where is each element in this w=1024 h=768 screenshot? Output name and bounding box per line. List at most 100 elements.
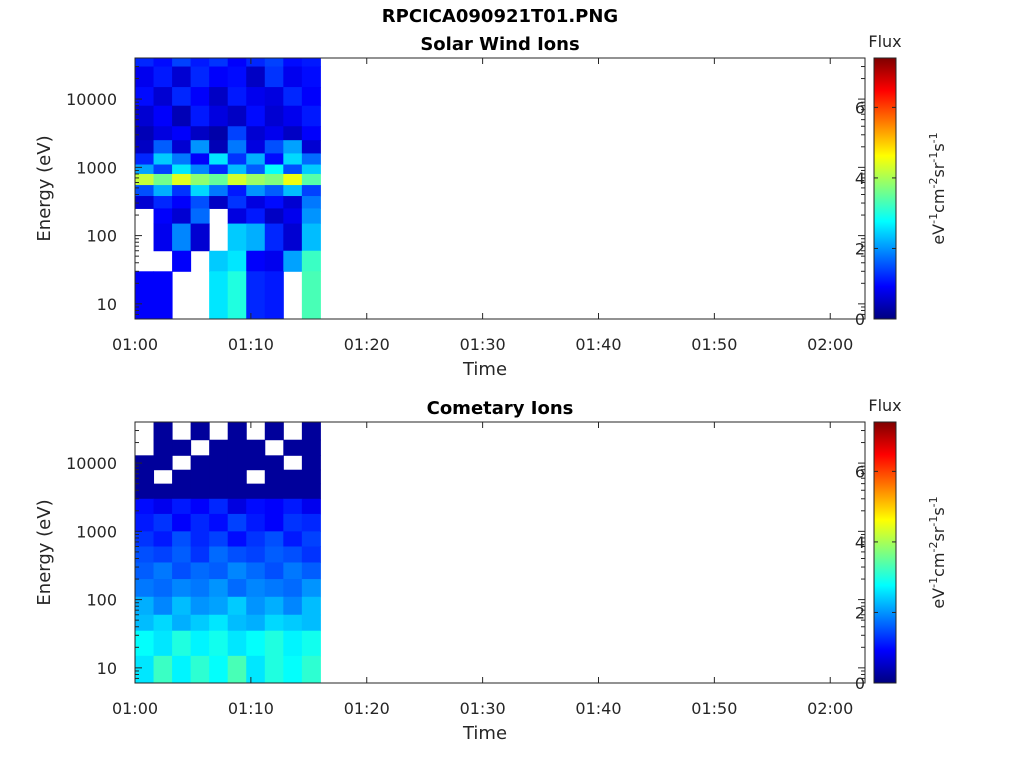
- heatmap-cell: [301, 208, 321, 225]
- heatmap-cell: [190, 546, 210, 563]
- heatmap-cell: [135, 483, 155, 500]
- heatmap-cell: [264, 58, 284, 68]
- colorbar-label: eV-1cm-2sr-1s-1: [927, 496, 948, 608]
- heatmap-cell: [227, 208, 247, 225]
- heatmap-cell: [153, 439, 173, 456]
- heatmap-cell: [135, 469, 155, 485]
- heatmap-cell: [153, 173, 173, 186]
- heatmap-cell: [246, 58, 266, 68]
- heatmap-cell: [283, 223, 303, 252]
- heatmap-cell: [301, 596, 321, 616]
- y-axis-label: Energy (eV): [34, 499, 55, 605]
- heatmap-cell: [301, 185, 321, 197]
- heatmap-cell: [301, 87, 321, 107]
- heatmap-cell: [246, 140, 266, 154]
- heatmap-cell: [153, 223, 173, 252]
- heatmap-cell: [135, 58, 155, 68]
- heatmap-cell: [246, 531, 266, 547]
- heatmap-cell: [190, 655, 210, 684]
- heatmap-cell: [190, 164, 210, 175]
- heatmap-cell: [246, 655, 266, 684]
- heatmap-cell: [264, 596, 284, 616]
- colorbar-tick-label: 6: [855, 462, 865, 481]
- heatmap-cell: [264, 250, 284, 272]
- heatmap-cell: [227, 164, 247, 175]
- heatmap-cell: [190, 208, 210, 225]
- heatmap-cell: [283, 87, 303, 107]
- heatmap-cell: [246, 546, 266, 563]
- heatmap-cell: [283, 531, 303, 547]
- x-tick-label: 02:00: [807, 335, 853, 354]
- heatmap-cell: [135, 185, 155, 197]
- heatmap-cell: [301, 58, 321, 68]
- heatmap-cell: [209, 469, 229, 485]
- heatmap-cell: [153, 164, 173, 175]
- x-tick-label: 01:00: [112, 335, 158, 354]
- heatmap-cell: [209, 614, 229, 632]
- heatmap-cell: [301, 614, 321, 632]
- heatmap-cell: [172, 439, 192, 456]
- panel-title: Cometary Ions: [427, 398, 574, 419]
- heatmap-cell: [135, 655, 155, 684]
- heatmap-cell: [153, 153, 173, 166]
- heatmap-cell: [209, 498, 229, 515]
- heatmap-cell: [209, 196, 229, 209]
- heatmap-cell: [283, 173, 303, 186]
- heatmap-cell: [301, 173, 321, 186]
- heatmap-cell: [153, 58, 173, 68]
- heatmap-cell: [264, 223, 284, 252]
- heatmap-cell: [227, 596, 247, 616]
- heatmap-cell: [264, 140, 284, 154]
- heatmap-cell: [283, 58, 303, 68]
- colorbar-tick-label: 4: [855, 533, 865, 552]
- heatmap-cell: [190, 455, 210, 471]
- heatmap-cell: [209, 250, 229, 272]
- heatmap-cell: [153, 498, 173, 515]
- heatmap-cell: [190, 223, 210, 252]
- heatmap-cell: [135, 546, 155, 563]
- heatmap-cell: [246, 164, 266, 175]
- heatmap-cell: [190, 87, 210, 107]
- heatmap-cell: [246, 596, 266, 616]
- heatmap-cell: [172, 58, 192, 68]
- heatmap-cell: [246, 614, 266, 632]
- heatmap-cell: [172, 498, 192, 515]
- heatmap-cell: [264, 196, 284, 209]
- heatmap-cell: [283, 614, 303, 632]
- heatmap-cell: [135, 87, 155, 107]
- heatmap-cell: [190, 469, 210, 485]
- colorbar-title: Flux: [868, 32, 901, 51]
- heatmap-cell: [246, 196, 266, 209]
- heatmap-cell: [209, 66, 229, 88]
- heatmap-cell: [264, 498, 284, 515]
- x-tick-label: 01:20: [344, 699, 390, 718]
- colorbar-tick-label: 0: [855, 310, 865, 329]
- heatmap-cell: [227, 250, 247, 272]
- heatmap-cell: [209, 126, 229, 141]
- heatmap-cell: [283, 483, 303, 500]
- heatmap-cell: [153, 66, 173, 88]
- x-tick-label: 01:00: [112, 699, 158, 718]
- heatmap-cell: [264, 105, 284, 127]
- heatmap-cell: [283, 126, 303, 141]
- heatmap-cell: [264, 173, 284, 186]
- heatmap-cell: [301, 126, 321, 141]
- heatmap-cell: [135, 562, 155, 580]
- heatmap-cells: [135, 58, 321, 320]
- heatmap-cell: [172, 596, 192, 616]
- colorbar-tick-label: 6: [855, 98, 865, 117]
- heatmap-cell: [209, 271, 229, 320]
- x-tick-label: 01:20: [344, 335, 390, 354]
- heatmap-cell: [301, 579, 321, 598]
- heatmap-cell: [190, 422, 210, 441]
- heatmap-cell: [301, 630, 321, 657]
- heatmap-cell: [246, 87, 266, 107]
- heatmap-cell: [246, 105, 266, 127]
- heatmap-cell: [301, 196, 321, 209]
- heatmap-cell: [153, 531, 173, 547]
- heatmap-cell: [153, 185, 173, 197]
- heatmap-cell: [283, 250, 303, 272]
- heatmap-cell: [153, 630, 173, 657]
- heatmap-cell: [301, 455, 321, 471]
- heatmap-cell: [246, 173, 266, 186]
